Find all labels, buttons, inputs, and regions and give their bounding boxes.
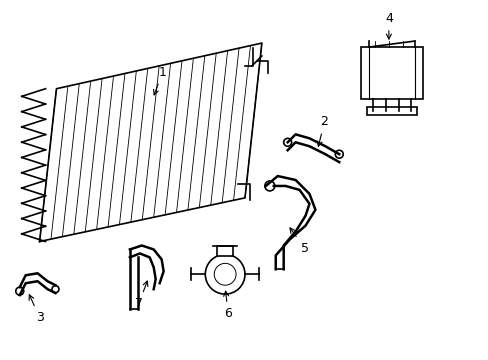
FancyBboxPatch shape [360,47,422,99]
FancyBboxPatch shape [366,107,416,114]
Text: 3: 3 [29,295,43,324]
Text: 2: 2 [317,116,327,146]
FancyBboxPatch shape [217,247,233,256]
Text: 5: 5 [289,228,308,255]
Text: 6: 6 [223,291,232,320]
Text: 7: 7 [135,281,147,310]
Text: 1: 1 [153,66,166,95]
Text: 4: 4 [384,12,392,39]
